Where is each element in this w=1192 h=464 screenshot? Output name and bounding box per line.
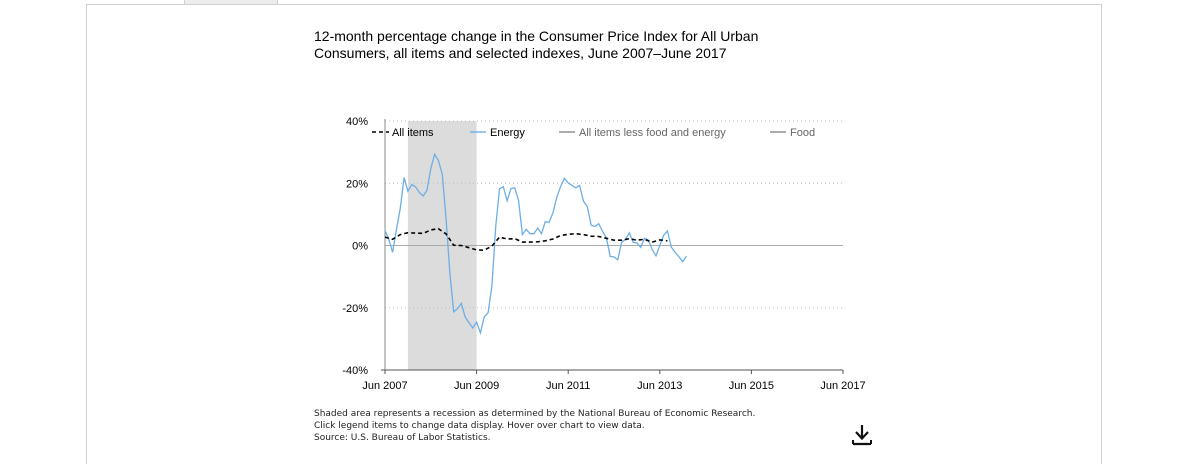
legend-label: All items bbox=[392, 127, 434, 139]
chart-title: 12-month percentage change in the Consum… bbox=[314, 28, 759, 61]
legend-label: All items less food and energy bbox=[579, 127, 726, 139]
y-tick-label: 40% bbox=[346, 116, 368, 128]
y-tick-label: 0% bbox=[352, 241, 368, 253]
series-line-energy[interactable] bbox=[384, 152, 688, 336]
x-tick-label: Jun 2013 bbox=[637, 380, 682, 392]
download-icon[interactable] bbox=[851, 423, 873, 447]
x-tick-label: Jun 2007 bbox=[362, 380, 407, 392]
legend-item-all-items-less-food-and-energy[interactable]: All items less food and energy bbox=[559, 127, 726, 139]
y-tick-label: 20% bbox=[346, 178, 368, 190]
legend[interactable]: All items Energy All items less food and e… bbox=[372, 127, 815, 139]
chart-canvas[interactable]: 40% 20% 0% -20% -40% Jun 2007 Jun 2009 Jun 2011… bbox=[0, 0, 1192, 450]
instructions-note: Click legend items to change data displa… bbox=[314, 421, 645, 431]
legend-item-food[interactable]: Food bbox=[770, 127, 815, 139]
axis-layer: 40% 20% 0% -20% -40% Jun 2007 Jun 2009 Jun 2011… bbox=[342, 116, 865, 392]
legend-label: Food bbox=[790, 127, 815, 139]
chart-notes: Shaded area represents a recession as de… bbox=[314, 408, 755, 444]
legend-label: Energy bbox=[490, 127, 525, 139]
chart-frame bbox=[86, 4, 1102, 464]
legend-item-energy[interactable]: Energy bbox=[470, 127, 525, 139]
x-tick-label: Jun 2015 bbox=[729, 380, 774, 392]
series-line-all-items[interactable] bbox=[384, 227, 668, 252]
x-tick-label: Jun 2011 bbox=[546, 380, 590, 392]
x-tick-label: Jun 2017 bbox=[820, 380, 865, 392]
y-tick-label: -20% bbox=[342, 303, 368, 315]
y-tick-label: -40% bbox=[342, 365, 368, 377]
source-note: Source: U.S. Bureau of Labor Statistics. bbox=[314, 433, 491, 443]
download-icon-graphic bbox=[852, 425, 872, 446]
series-layer[interactable] bbox=[384, 152, 688, 336]
legend-item-all-items[interactable]: All items bbox=[372, 127, 434, 139]
recession-note: Shaded area represents a recession as de… bbox=[314, 409, 756, 419]
x-tick-label: Jun 2009 bbox=[454, 380, 499, 392]
